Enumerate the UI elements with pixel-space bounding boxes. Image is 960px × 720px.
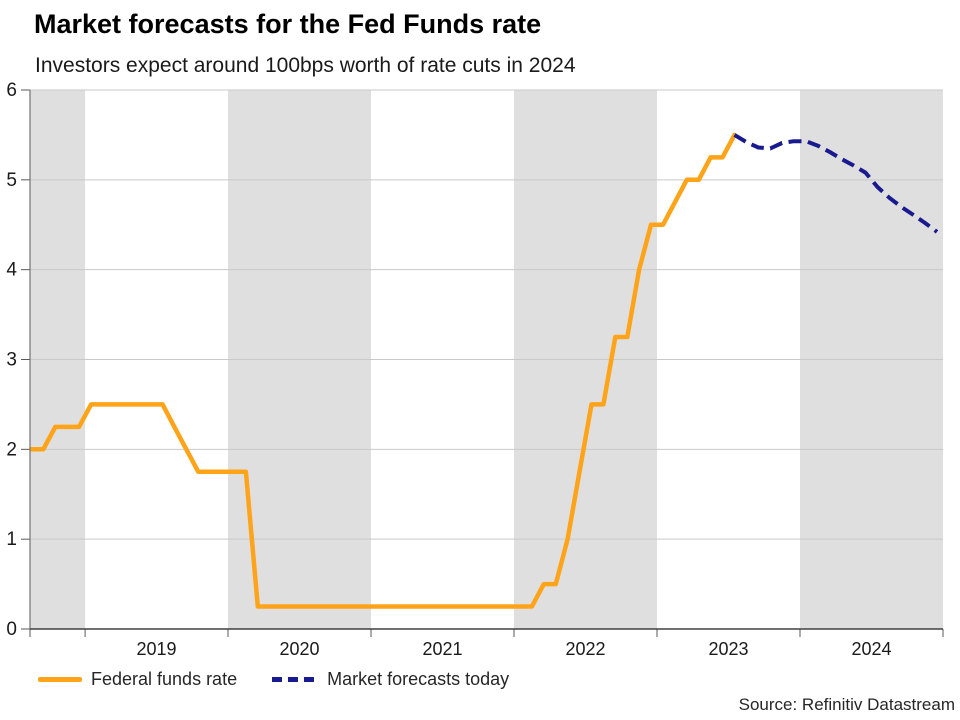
y-tick-label: 3 — [6, 350, 17, 371]
legend-swatch-solid — [38, 677, 82, 682]
legend-swatch-dashed — [272, 677, 319, 682]
chart-title: Market forecasts for the Fed Funds rate — [34, 9, 542, 39]
x-tick-label: 2024 — [851, 639, 891, 659]
legend-item-federal-funds-rate: Federal funds rate — [38, 669, 237, 690]
legend-item-market-forecasts-today: Market forecasts today — [272, 669, 509, 690]
x-tick-label: 2021 — [422, 639, 462, 659]
chart-legend: Federal funds rate Market forecasts toda… — [38, 669, 509, 690]
series-line-federal-funds-rate — [29, 132, 737, 609]
x-tick-label: 2020 — [279, 639, 319, 659]
y-tick-label: 1 — [6, 529, 17, 550]
x-tick-label: 2023 — [708, 639, 748, 659]
y-tick-label: 4 — [6, 260, 17, 281]
chart-subtitle: Investors expect around 100bps worth of … — [35, 54, 576, 77]
y-tick-label: 6 — [6, 80, 17, 101]
y-tick-label: 2 — [6, 439, 17, 460]
x-tick-label: 2019 — [136, 639, 176, 659]
y-tick-label: 5 — [6, 170, 17, 191]
legend-label: Federal funds rate — [91, 669, 238, 689]
source-credit: Source: Refinitiv Datastream — [738, 695, 955, 714]
legend-label: Market forecasts today — [327, 669, 510, 689]
series-line-market-forecasts-today — [733, 133, 939, 234]
x-tick-label: 2022 — [565, 639, 605, 659]
y-tick-label: 0 — [6, 619, 17, 640]
